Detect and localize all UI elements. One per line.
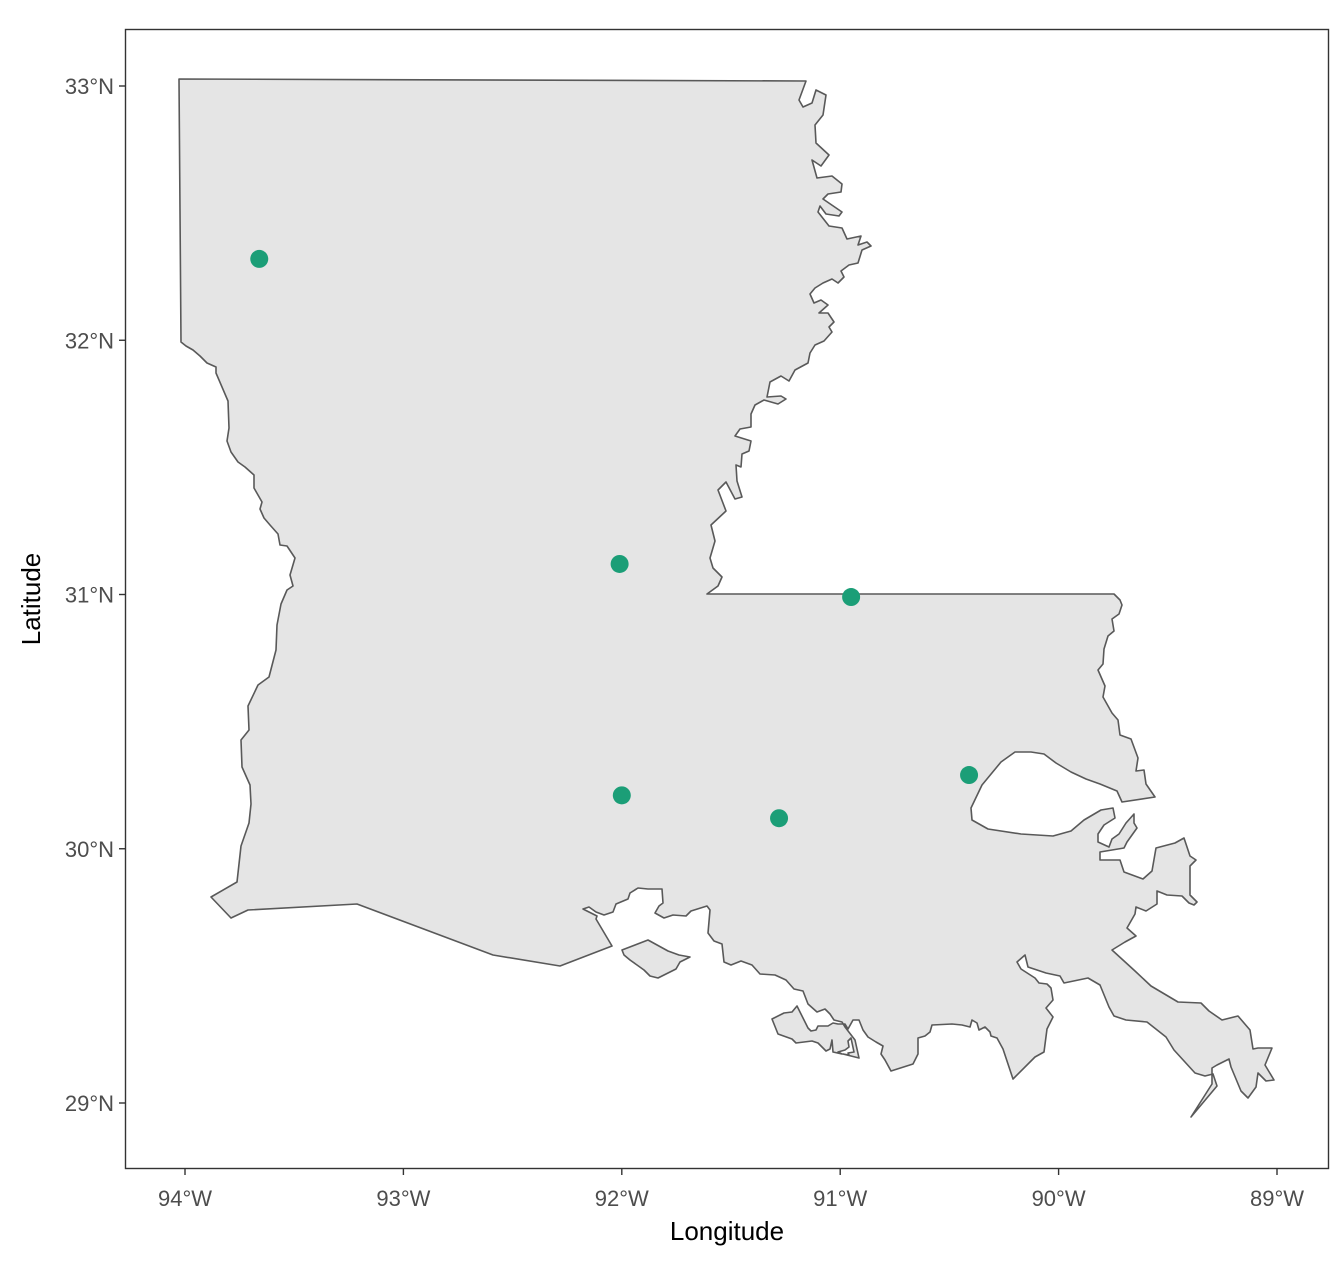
y-tick-label: 33°N (65, 74, 114, 99)
data-point (960, 766, 979, 785)
x-tick-label: 89°W (1250, 1186, 1304, 1211)
y-tick-label: 30°N (65, 837, 114, 862)
x-tick-label: 93°W (376, 1186, 430, 1211)
panel-border (124, 28, 1330, 1170)
y-axis: 29°N 30°N 31°N 32°N 33°N (65, 74, 126, 1116)
x-axis: 94°W 93°W 92°W 91°W 90°W 89°W (158, 1168, 1304, 1211)
y-axis-title: Latitude (16, 553, 46, 646)
data-points (250, 249, 979, 828)
data-point (612, 786, 631, 805)
data-point (770, 809, 789, 828)
x-tick-label: 90°W (1032, 1186, 1086, 1211)
island-outline (621, 939, 691, 979)
y-tick-label: 31°N (65, 583, 114, 608)
x-axis-title: Longitude (670, 1216, 784, 1246)
x-tick-label: 92°W (595, 1186, 649, 1211)
x-tick-label: 94°W (158, 1186, 212, 1211)
y-tick-label: 32°N (65, 328, 114, 353)
data-point (610, 554, 629, 573)
y-tick-label: 29°N (65, 1091, 114, 1116)
data-point (842, 588, 861, 607)
state-outline (178, 78, 1275, 1118)
data-point (250, 249, 269, 268)
x-tick-label: 91°W (813, 1186, 867, 1211)
